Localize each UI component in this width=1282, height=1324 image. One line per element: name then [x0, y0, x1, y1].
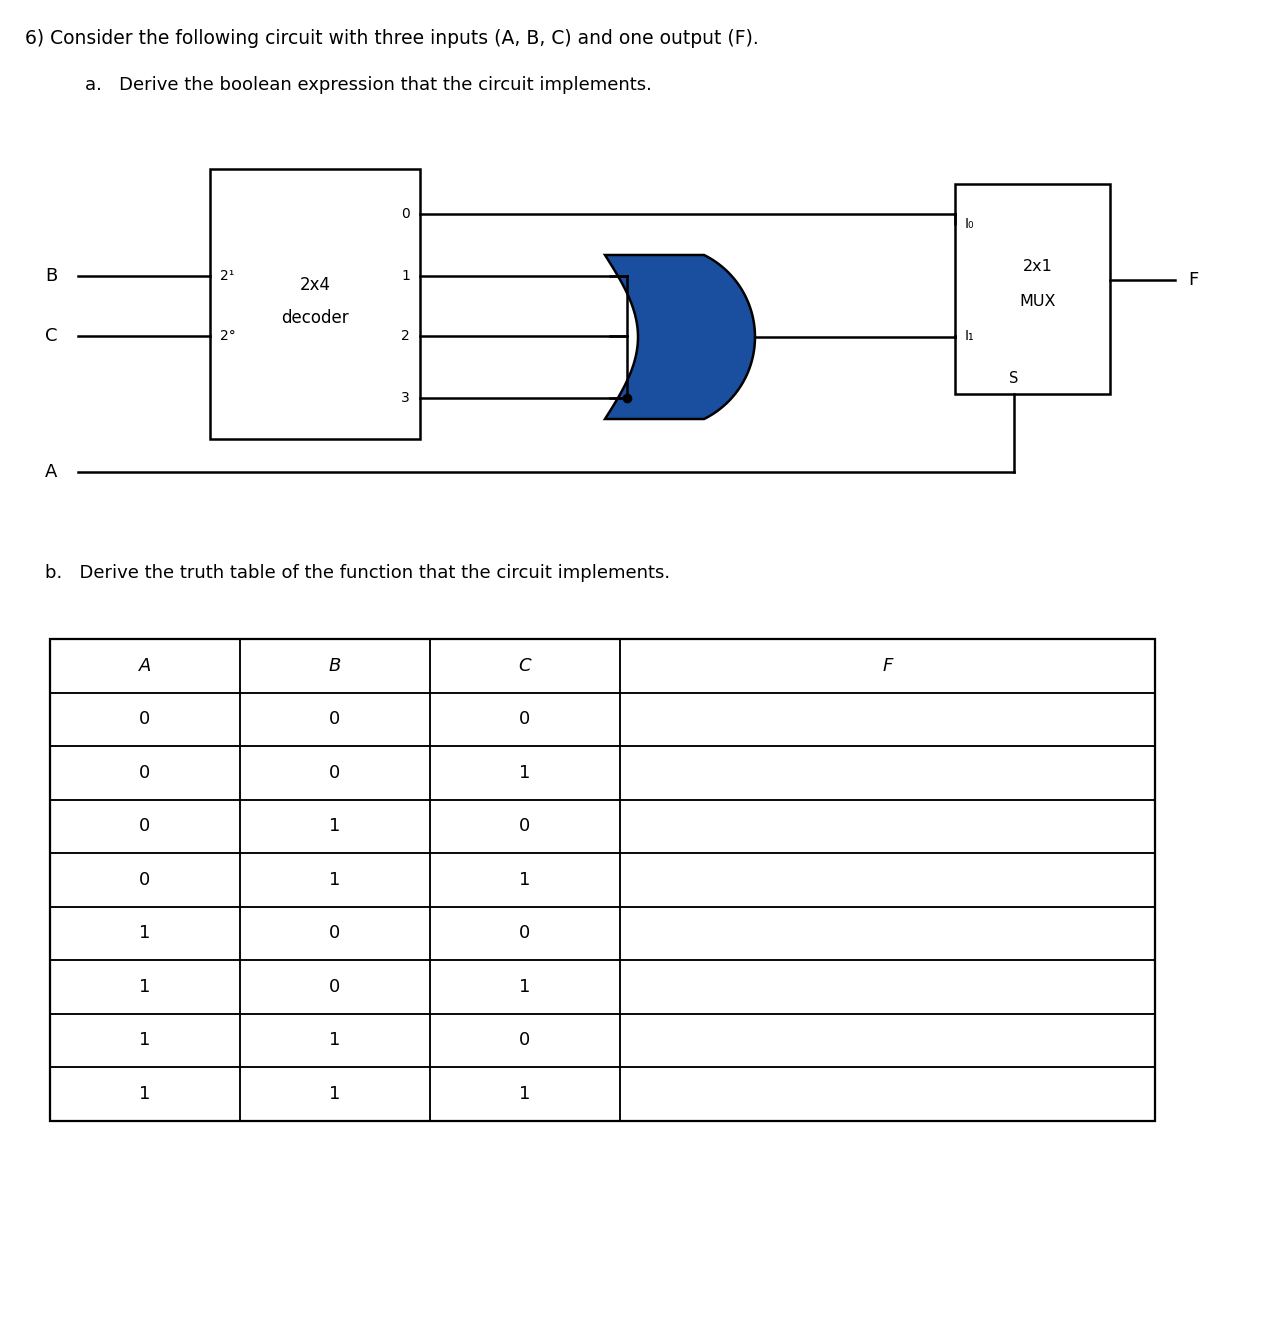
- Text: b.   Derive the truth table of the function that the circuit implements.: b. Derive the truth table of the functio…: [45, 564, 670, 583]
- Text: 1: 1: [519, 977, 531, 996]
- Text: 1: 1: [140, 1084, 151, 1103]
- Polygon shape: [605, 256, 755, 418]
- Text: 0: 0: [329, 764, 341, 781]
- Text: 1: 1: [329, 871, 341, 888]
- Text: 1: 1: [401, 269, 410, 283]
- Text: 0: 0: [329, 977, 341, 996]
- Text: 2°: 2°: [221, 328, 236, 343]
- Text: 0: 0: [519, 817, 531, 835]
- Text: B: B: [45, 267, 58, 285]
- Bar: [210, 169, 420, 440]
- Text: 0: 0: [519, 710, 531, 728]
- Text: 1: 1: [140, 924, 151, 943]
- Text: 0: 0: [401, 207, 410, 221]
- Text: B: B: [328, 657, 341, 675]
- Text: F: F: [882, 657, 892, 675]
- Text: I₀: I₀: [965, 217, 974, 230]
- Text: 0: 0: [519, 1031, 531, 1049]
- Text: S: S: [1009, 371, 1019, 387]
- Text: 1: 1: [519, 871, 531, 888]
- Text: 1: 1: [140, 977, 151, 996]
- Text: A: A: [45, 463, 58, 481]
- Text: 0: 0: [140, 710, 150, 728]
- Text: 3: 3: [401, 391, 410, 405]
- Text: I₁: I₁: [965, 328, 974, 343]
- Text: 1: 1: [140, 1031, 151, 1049]
- Text: 0: 0: [329, 924, 341, 943]
- Text: 1: 1: [329, 1084, 341, 1103]
- Text: a.   Derive the boolean expression that the circuit implements.: a. Derive the boolean expression that th…: [85, 75, 651, 94]
- Text: decoder: decoder: [281, 308, 349, 327]
- Text: 1: 1: [519, 1084, 531, 1103]
- Text: 2¹: 2¹: [221, 269, 235, 283]
- Text: C: C: [45, 327, 58, 346]
- Text: MUX: MUX: [1019, 294, 1056, 308]
- Text: A: A: [138, 657, 151, 675]
- Text: 2: 2: [401, 328, 410, 343]
- Text: 0: 0: [329, 710, 341, 728]
- Text: C: C: [519, 657, 531, 675]
- Bar: [50, 639, 1155, 1120]
- Text: 0: 0: [140, 817, 150, 835]
- Text: 2x4: 2x4: [300, 275, 331, 294]
- Text: 0: 0: [519, 924, 531, 943]
- Text: 2x1: 2x1: [1023, 260, 1053, 274]
- Text: 6) Consider the following circuit with three inputs (A, B, C) and one output (F): 6) Consider the following circuit with t…: [26, 29, 759, 48]
- Text: 1: 1: [329, 817, 341, 835]
- Text: 1: 1: [519, 764, 531, 781]
- Text: 1: 1: [329, 1031, 341, 1049]
- Text: 0: 0: [140, 764, 150, 781]
- Text: F: F: [1188, 271, 1199, 289]
- Bar: [955, 184, 1110, 395]
- Text: 0: 0: [140, 871, 150, 888]
